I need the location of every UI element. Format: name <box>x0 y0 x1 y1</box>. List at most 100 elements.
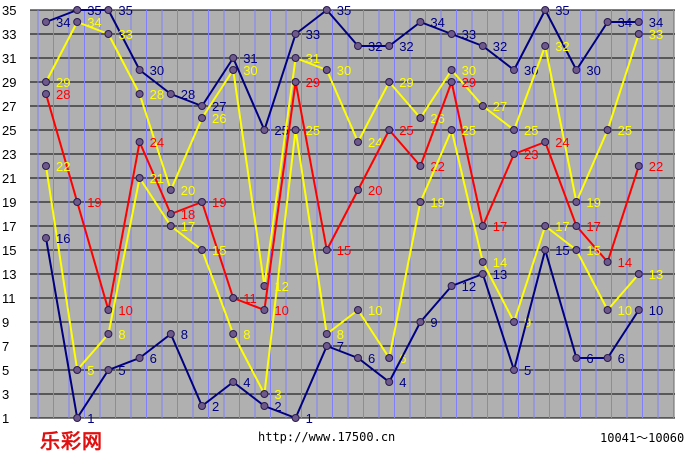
data-label: 28 <box>150 87 164 102</box>
series-line <box>45 237 640 419</box>
data-point <box>73 6 82 14</box>
data-point <box>322 330 331 338</box>
data-point <box>385 354 394 362</box>
data-label: 2 <box>212 399 219 414</box>
data-point <box>354 186 362 194</box>
y-tick-label: 13 <box>2 267 16 282</box>
data-point <box>572 66 581 74</box>
data-label: 5 <box>118 363 125 378</box>
issue-range: 10041～10060 <box>600 431 685 445</box>
data-point <box>572 246 581 254</box>
data-point <box>73 198 82 206</box>
data-label: 5 <box>87 363 94 378</box>
data-point <box>260 390 269 398</box>
series-line <box>45 81 640 311</box>
data-label: 13 <box>649 267 663 282</box>
data-point <box>634 270 643 278</box>
data-point <box>416 114 425 122</box>
data-point <box>260 126 269 134</box>
data-point <box>354 354 362 362</box>
data-point <box>634 162 643 170</box>
y-tick-label: 27 <box>2 99 16 114</box>
data-point <box>634 306 643 314</box>
data-label: 1 <box>87 411 94 426</box>
data-label: 15 <box>586 243 600 258</box>
data-label: 31 <box>306 51 320 66</box>
data-point <box>541 246 550 254</box>
data-point <box>198 246 206 254</box>
data-point <box>260 306 269 314</box>
data-point <box>478 270 487 278</box>
data-point <box>322 6 331 14</box>
data-label: 33 <box>118 27 132 42</box>
data-point <box>229 294 238 302</box>
y-tick-label: 25 <box>2 123 16 138</box>
data-label: 34 <box>430 15 444 30</box>
data-label: 1 <box>306 411 313 426</box>
data-label: 19 <box>87 195 101 210</box>
data-label: 33 <box>649 27 663 42</box>
data-point <box>447 282 456 290</box>
data-point <box>603 306 612 314</box>
data-label: 15 <box>337 243 351 258</box>
data-point <box>104 6 113 14</box>
data-label: 17 <box>493 219 507 234</box>
data-point <box>42 18 50 26</box>
data-point <box>198 114 206 122</box>
data-point <box>478 222 487 230</box>
data-point <box>354 306 362 314</box>
data-point <box>416 162 425 170</box>
data-point <box>603 354 612 362</box>
series-line <box>45 9 639 131</box>
data-point <box>603 18 612 26</box>
data-label: 28 <box>56 87 70 102</box>
data-point <box>73 366 82 374</box>
data-label: 23 <box>524 147 538 162</box>
data-point <box>73 414 82 422</box>
y-tick-label: 19 <box>2 195 16 210</box>
data-label: 6 <box>368 351 375 366</box>
data-point <box>166 222 175 230</box>
data-label: 6 <box>586 351 593 366</box>
data-point <box>135 66 144 74</box>
data-label: 25 <box>462 123 476 138</box>
data-point <box>385 378 394 386</box>
data-point <box>416 198 425 206</box>
data-label: 10 <box>368 303 382 318</box>
y-tick-label: 5 <box>2 363 9 378</box>
data-point <box>354 42 362 50</box>
data-label: 19 <box>430 195 444 210</box>
data-label: 14 <box>493 255 507 270</box>
data-point <box>104 306 113 314</box>
data-point <box>416 18 425 26</box>
data-label: 30 <box>243 63 257 78</box>
site-url: http://www.17500.cn <box>258 430 396 444</box>
data-label: 35 <box>87 3 101 18</box>
y-tick-label: 31 <box>2 51 16 66</box>
data-point <box>447 78 456 86</box>
y-tick-label: 7 <box>2 339 9 354</box>
data-point <box>634 30 643 38</box>
data-label: 3 <box>274 387 281 402</box>
data-label: 21 <box>150 171 164 186</box>
data-point <box>510 318 518 326</box>
data-label: 30 <box>150 63 164 78</box>
data-label: 25 <box>399 123 413 138</box>
data-label: 10 <box>649 303 663 318</box>
data-point <box>104 366 113 374</box>
data-point <box>541 42 550 50</box>
data-label: 5 <box>524 363 531 378</box>
data-label: 14 <box>618 255 632 270</box>
data-point <box>42 234 50 242</box>
data-label: 29 <box>306 75 320 90</box>
data-label: 29 <box>462 75 476 90</box>
data-point <box>385 42 394 50</box>
data-label: 20 <box>181 183 195 198</box>
data-label: 33 <box>306 27 320 42</box>
y-tick-label: 21 <box>2 171 16 186</box>
data-label: 22 <box>56 159 70 174</box>
data-point <box>510 366 518 374</box>
data-point <box>291 54 300 62</box>
